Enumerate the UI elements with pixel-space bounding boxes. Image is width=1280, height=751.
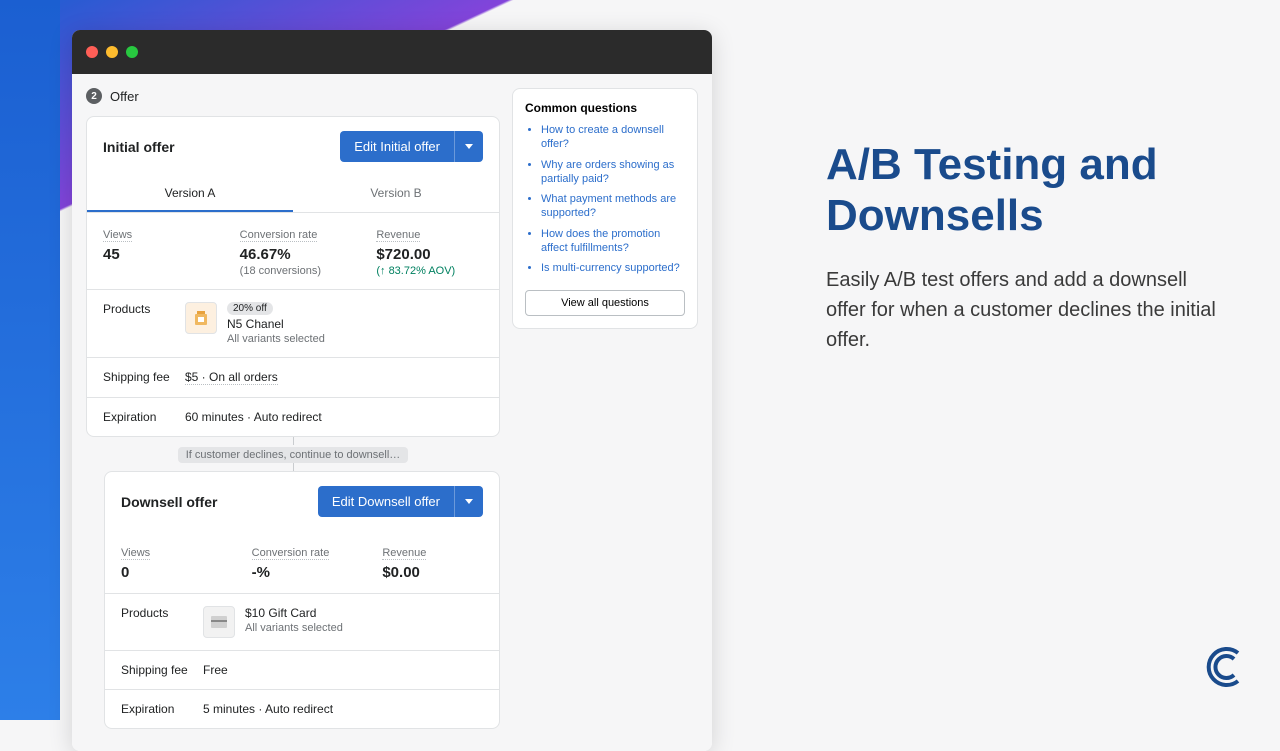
stat-views: Views 45 — [103, 225, 210, 277]
close-window-button[interactable] — [86, 46, 98, 58]
app-window: 2 Offer Initial offer Edit Initial offer… — [72, 30, 712, 751]
stat-conversion: Conversion rate 46.67% (18 conversions) — [240, 225, 347, 277]
shipping-label: Shipping fee — [103, 370, 185, 385]
dproduct-variants: All variants selected — [245, 622, 343, 634]
drev-label: Revenue — [382, 547, 426, 560]
perfume-icon — [192, 309, 210, 327]
dstat-conversion: Conversion rate -% — [252, 543, 353, 581]
initial-shipping-row: Shipping fee $5 · On all orders — [87, 357, 499, 397]
expiration-value: 60 minutes · Auto redirect — [185, 410, 483, 424]
revenue-sub: (↑ 83.72% AOV) — [376, 265, 483, 277]
window-body: 2 Offer Initial offer Edit Initial offer… — [72, 74, 712, 751]
discount-badge: 20% off — [227, 302, 273, 315]
product-thumbnail — [185, 302, 217, 334]
question-link[interactable]: Is multi-currency supported? — [541, 261, 685, 275]
edit-downsell-button-group: Edit Downsell offer — [318, 486, 483, 517]
questions-column: Common questions How to create a downsel… — [512, 88, 698, 329]
question-link[interactable]: How to create a downsell offer? — [541, 123, 685, 152]
drev-value: $0.00 — [382, 564, 483, 581]
initial-products-row: Products 20% off N5 Chanel All variants … — [87, 289, 499, 357]
chevron-down-icon — [465, 499, 473, 504]
conversion-label: Conversion rate — [240, 229, 318, 242]
initial-offer-card: Initial offer Edit Initial offer Version… — [86, 116, 500, 437]
edit-downsell-offer-dropdown[interactable] — [454, 486, 483, 517]
downsell-products-row: Products $10 Gift Card All variants sele… — [105, 593, 499, 650]
conversion-value: 46.67% — [240, 246, 347, 263]
questions-card: Common questions How to create a downsel… — [512, 88, 698, 329]
revenue-label: Revenue — [376, 229, 420, 242]
dstat-views: Views 0 — [121, 543, 222, 581]
question-link[interactable]: How does the promotion affect fulfillmen… — [541, 227, 685, 256]
questions-list: How to create a downsell offer? Why are … — [525, 123, 685, 276]
views-value: 45 — [103, 246, 210, 263]
giftcard-icon — [210, 615, 228, 629]
initial-stats: Views 45 Conversion rate 46.67% (18 conv… — [87, 213, 499, 289]
downsell-header: Downsell offer Edit Downsell offer — [105, 472, 499, 531]
question-link[interactable]: Why are orders showing as partially paid… — [541, 158, 685, 187]
dstat-revenue: Revenue $0.00 — [382, 543, 483, 581]
hero-title: A/B Testing and Downsells — [826, 140, 1226, 241]
window-titlebar — [72, 30, 712, 74]
connector-text: If customer declines, continue to downse… — [178, 447, 409, 463]
downsell-expiration-row: Expiration 5 minutes · Auto redirect — [105, 689, 499, 728]
questions-title: Common questions — [525, 101, 685, 115]
product-name: N5 Chanel — [227, 317, 325, 331]
dproduct-content: $10 Gift Card All variants selected — [203, 606, 483, 638]
gift-thumbnail — [203, 606, 235, 638]
dconv-label: Conversion rate — [252, 547, 330, 560]
initial-offer-title: Initial offer — [103, 139, 175, 155]
blue-side-strip — [0, 0, 60, 720]
dshipping-value: Free — [203, 663, 483, 677]
views-label: Views — [103, 229, 132, 242]
shipping-value: $5 · On all orders — [185, 370, 278, 385]
step-label: Offer — [110, 89, 139, 104]
view-all-questions-button[interactable]: View all questions — [525, 290, 685, 316]
minimize-window-button[interactable] — [106, 46, 118, 58]
conversion-sub: (18 conversions) — [240, 265, 347, 277]
question-link[interactable]: What payment methods are supported? — [541, 192, 685, 221]
downsell-connector: If customer declines, continue to downse… — [86, 445, 500, 463]
product-variants: All variants selected — [227, 333, 325, 345]
downsell-title: Downsell offer — [121, 494, 217, 510]
revenue-value: $720.00 — [376, 246, 483, 263]
tab-version-a[interactable]: Version A — [87, 176, 293, 212]
stat-revenue: Revenue $720.00 (↑ 83.72% AOV) — [376, 225, 483, 277]
main-column: 2 Offer Initial offer Edit Initial offer… — [86, 88, 500, 729]
dviews-label: Views — [121, 547, 150, 560]
step-number: 2 — [86, 88, 102, 104]
downsell-offer-card: Downsell offer Edit Downsell offer Views… — [104, 471, 500, 729]
tab-version-b[interactable]: Version B — [293, 176, 499, 212]
dproducts-label: Products — [121, 606, 203, 638]
product-info: 20% off N5 Chanel All variants selected — [227, 302, 325, 345]
version-tabs: Version A Version B — [87, 176, 499, 213]
hero-copy: A/B Testing and Downsells Easily A/B tes… — [826, 140, 1226, 355]
dconv-value: -% — [252, 564, 353, 581]
edit-initial-offer-button[interactable]: Edit Initial offer — [340, 131, 454, 162]
downsell-stats: Views 0 Conversion rate -% Revenue $0.00 — [105, 531, 499, 593]
maximize-window-button[interactable] — [126, 46, 138, 58]
dviews-value: 0 — [121, 564, 222, 581]
hero-body: Easily A/B test offers and add a downsel… — [826, 265, 1226, 355]
chevron-down-icon — [465, 144, 473, 149]
breadcrumb: 2 Offer — [86, 88, 500, 104]
edit-initial-button-group: Edit Initial offer — [340, 131, 483, 162]
products-label: Products — [103, 302, 185, 345]
brand-logo — [1200, 643, 1248, 696]
c-logo-icon — [1200, 643, 1248, 691]
dexpiration-label: Expiration — [121, 702, 203, 716]
dproduct-name: $10 Gift Card — [245, 606, 343, 620]
dproduct-info: $10 Gift Card All variants selected — [245, 606, 343, 638]
downsell-shipping-row: Shipping fee Free — [105, 650, 499, 689]
edit-initial-offer-dropdown[interactable] — [454, 131, 483, 162]
expiration-label: Expiration — [103, 410, 185, 424]
edit-downsell-offer-button[interactable]: Edit Downsell offer — [318, 486, 454, 517]
dexpiration-value: 5 minutes · Auto redirect — [203, 702, 483, 716]
initial-expiration-row: Expiration 60 minutes · Auto redirect — [87, 397, 499, 436]
dshipping-label: Shipping fee — [121, 663, 203, 677]
downsell-wrap: Downsell offer Edit Downsell offer Views… — [104, 471, 500, 729]
product-content: 20% off N5 Chanel All variants selected — [185, 302, 483, 345]
initial-offer-header: Initial offer Edit Initial offer — [87, 117, 499, 176]
